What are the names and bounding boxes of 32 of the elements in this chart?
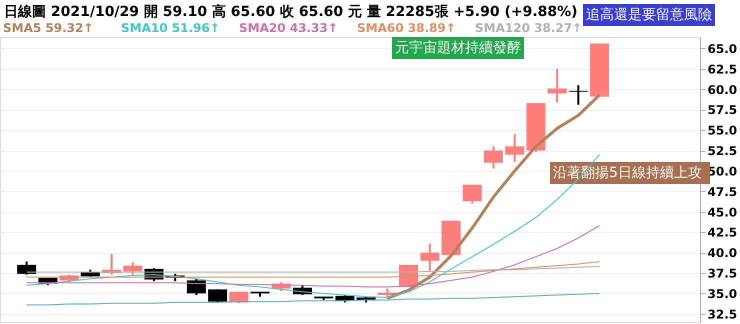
candlestick bbox=[420, 242, 440, 272]
text: SMA60 38.89↑ bbox=[357, 21, 456, 35]
candlestick bbox=[548, 68, 567, 104]
candlestick bbox=[484, 145, 503, 170]
annotation: 元宇宙題材持續發酵 bbox=[395, 40, 521, 56]
text: SMA120 38.27↑ bbox=[475, 21, 582, 35]
line-series bbox=[26, 292, 600, 306]
candlestick bbox=[505, 133, 524, 163]
candlestick bbox=[208, 288, 228, 304]
y-tick-label: 47.5 bbox=[708, 184, 738, 199]
y-tick-label: 52.5 bbox=[708, 144, 738, 158]
text: SMA10 51.96↑ bbox=[121, 21, 220, 35]
y-tick-label: 35.0 bbox=[708, 286, 738, 301]
candlestick bbox=[186, 278, 206, 296]
y-tick-label: 55.0 bbox=[708, 124, 738, 138]
y-tick-label: 40.0 bbox=[708, 246, 738, 260]
candlestick bbox=[462, 184, 482, 205]
y-tick-label: 57.5 bbox=[708, 103, 738, 118]
y-tick-label: 45.0 bbox=[708, 205, 738, 220]
candlestick bbox=[17, 260, 36, 276]
text: 追高還是要留意風險 bbox=[586, 7, 712, 23]
candlestick bbox=[123, 261, 142, 276]
text: SMA20 43.33↑ bbox=[239, 21, 338, 35]
text: SMA5 59.32↑ bbox=[3, 21, 94, 35]
y-tick-label: 62.5 bbox=[708, 62, 738, 76]
y-tick-label: 65.0 bbox=[708, 42, 738, 56]
annotation: 沿著翻揚5日線持續上攻 bbox=[553, 165, 702, 181]
y-tick-label: 60.0 bbox=[708, 82, 738, 97]
y-tick-label: 32.5 bbox=[708, 307, 738, 322]
y-tick-label: 37.5 bbox=[708, 266, 738, 281]
chart-title: 日線圖 2021/10/29 開 59.10 高 65.60 收 65.60 元 量 22285張 +5.90 (+9.88%) bbox=[4, 3, 578, 20]
y-tick-label: 42.5 bbox=[708, 226, 738, 240]
